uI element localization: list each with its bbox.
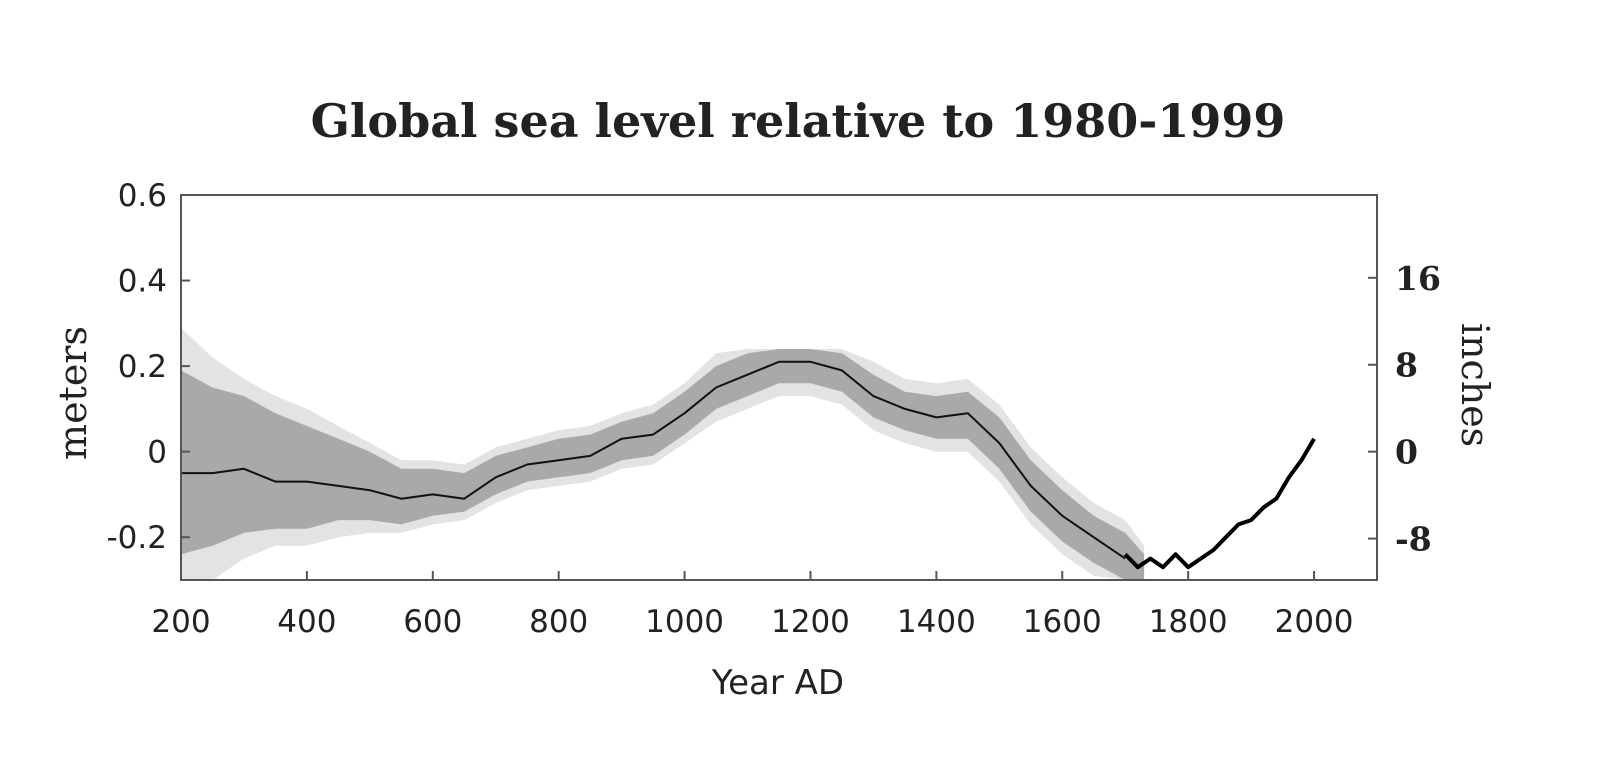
y-tick-label-right: 8 (1395, 346, 1418, 385)
x-tick-label: 400 (277, 604, 336, 640)
y-tick-label-left: 0.2 (118, 349, 167, 385)
y-axis-label-left: meters (51, 326, 95, 460)
x-tick-label: 1400 (897, 604, 976, 640)
y-tick-label-left: 0.6 (118, 178, 167, 214)
x-tick-label: 1000 (645, 604, 724, 640)
plot-frame (180, 194, 1378, 581)
y-tick-label-left: 0 (147, 435, 167, 471)
y-tick-label-left: -0.2 (107, 520, 168, 556)
y-tick-label-right: -8 (1395, 520, 1432, 559)
plot-area: 200 400 600 800 1000 1200 1400 1600 1800 2000-0.2… (107, 178, 1441, 640)
sea-level-line-2 (1123, 437, 1316, 570)
chart-title: Global sea level relative to 1980-1999 (311, 94, 1286, 148)
x-axis-label: Year AD (711, 663, 844, 703)
x-tick-label: 800 (529, 604, 588, 640)
y-tick-label-right: 0 (1395, 433, 1418, 472)
x-tick-label: 600 (403, 604, 462, 640)
x-tick-label: 1200 (771, 604, 850, 640)
sea-level-line-1 (181, 360, 1126, 560)
y-axis-label-right: inches (1453, 323, 1497, 447)
x-tick-label: 1800 (1149, 604, 1228, 640)
x-tick-label: 200 (151, 604, 210, 640)
y-tick-label-left: 0.4 (118, 264, 167, 300)
y-tick-label-right: 16 (1395, 259, 1441, 298)
x-tick-label: 2000 (1275, 604, 1354, 640)
uncertainty-band-2 (181, 349, 1145, 580)
x-tick-label: 1600 (1023, 604, 1102, 640)
